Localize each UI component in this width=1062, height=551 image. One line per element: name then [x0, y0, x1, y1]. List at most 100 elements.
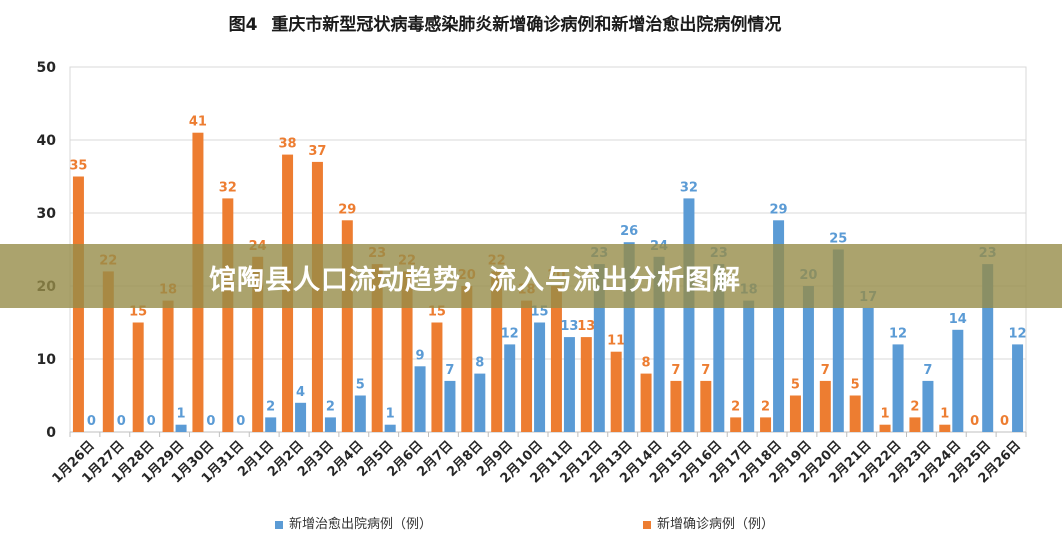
- bar-confirmed: [461, 286, 473, 432]
- data-label-confirmed: 0: [1000, 414, 1009, 429]
- data-label-confirmed: 5: [791, 378, 800, 393]
- data-label-confirmed: 35: [69, 159, 87, 174]
- bar-confirmed: [819, 380, 831, 432]
- bar-confirmed: [222, 198, 234, 432]
- data-label-recovered: 1: [386, 407, 395, 422]
- bar-recovered: [563, 337, 575, 432]
- bar-recovered: [474, 373, 486, 432]
- bar-confirmed: [939, 424, 951, 432]
- bar-recovered: [802, 286, 814, 432]
- bar-recovered: [175, 424, 187, 432]
- data-label-recovered: 0: [206, 414, 215, 429]
- data-label-recovered: 14: [949, 312, 967, 327]
- bar-confirmed: [909, 417, 921, 432]
- bar-confirmed: [371, 264, 383, 432]
- bar-recovered: [354, 395, 366, 432]
- data-label-recovered: 29: [770, 202, 788, 217]
- bar-confirmed: [730, 417, 742, 432]
- data-label-confirmed: 7: [701, 363, 710, 378]
- data-label-confirmed: 7: [671, 363, 680, 378]
- data-label-recovered: 7: [445, 363, 454, 378]
- bar-recovered: [683, 198, 695, 432]
- data-label-recovered: 1: [177, 407, 186, 422]
- y-tick-label: 10: [37, 352, 57, 368]
- legend-item-recovered: 新增治愈出院病例（例）: [275, 513, 432, 532]
- legend-label-confirmed: 新增确诊病例（例）: [657, 517, 775, 532]
- data-label-recovered: 5: [356, 378, 365, 393]
- bar-confirmed: [162, 300, 174, 432]
- chart-title: 图4 重庆市新型冠状病毒感染肺炎新增确诊病例和新增治愈出院病例情况: [0, 10, 1010, 35]
- data-label-recovered: 12: [501, 326, 519, 341]
- data-label-confirmed: 11: [607, 334, 625, 349]
- bar-confirmed: [879, 424, 891, 432]
- data-label-confirmed: 29: [338, 202, 356, 217]
- chart-title-text: 重庆市新型冠状病毒感染肺炎新增确诊病例和新增治愈出院病例情况: [271, 15, 782, 35]
- bar-confirmed: [521, 300, 533, 432]
- data-label-confirmed: 0: [970, 414, 979, 429]
- data-label-recovered: 0: [147, 414, 156, 429]
- bar-recovered: [324, 417, 336, 432]
- bar-recovered: [623, 242, 635, 432]
- bar-recovered: [773, 220, 785, 432]
- overlay-banner-text: 馆陶县人口流动趋势，流入与流出分析图解: [209, 265, 741, 296]
- bar-recovered: [832, 249, 844, 432]
- bar-confirmed: [132, 322, 144, 432]
- overlay-banner: [0, 244, 1062, 308]
- legend-swatch-confirmed: [643, 520, 651, 529]
- data-label-recovered: 12: [889, 326, 907, 341]
- data-label-confirmed: 41: [189, 115, 207, 130]
- bar-confirmed: [789, 395, 801, 432]
- data-label-recovered: 0: [236, 414, 245, 429]
- bar-confirmed: [610, 351, 622, 432]
- data-label-recovered: 25: [829, 232, 847, 247]
- data-label-confirmed: 38: [279, 137, 297, 152]
- data-label-recovered: 32: [680, 180, 698, 195]
- bar-confirmed: [849, 395, 861, 432]
- data-label-recovered: 15: [531, 305, 549, 320]
- data-label-recovered: 0: [87, 414, 96, 429]
- y-tick-label: 30: [37, 206, 57, 222]
- bar-recovered: [922, 380, 934, 432]
- data-label-recovered: 13: [560, 319, 578, 334]
- legend-label-recovered: 新增治愈出院病例（例）: [289, 517, 433, 532]
- bar-confirmed: [341, 220, 353, 432]
- data-label-confirmed: 1: [881, 407, 890, 422]
- y-tick-label: 0: [46, 425, 56, 441]
- data-label-confirmed: 7: [821, 363, 830, 378]
- data-label-recovered: 4: [296, 385, 305, 400]
- data-label-confirmed: 32: [219, 180, 237, 195]
- bar-recovered: [892, 344, 904, 432]
- bar-recovered: [534, 322, 546, 432]
- bar-confirmed: [431, 322, 443, 432]
- bar-confirmed: [700, 380, 712, 432]
- bar-confirmed: [640, 373, 652, 432]
- data-label-confirmed: 2: [761, 399, 770, 414]
- bar-recovered: [743, 300, 755, 432]
- y-tick-label: 40: [37, 133, 57, 149]
- bar-confirmed: [491, 271, 503, 432]
- bar-recovered: [444, 380, 456, 432]
- bar-recovered: [265, 417, 277, 432]
- data-label-recovered: 0: [117, 414, 126, 429]
- data-label-confirmed: 15: [428, 305, 446, 320]
- data-label-confirmed: 2: [910, 399, 919, 414]
- data-label-recovered: 2: [266, 399, 275, 414]
- bar-confirmed: [760, 417, 772, 432]
- data-label-confirmed: 15: [129, 305, 147, 320]
- bar-recovered: [653, 256, 665, 432]
- bar-recovered: [504, 344, 516, 432]
- bar-confirmed: [102, 271, 114, 432]
- bar-confirmed: [550, 286, 562, 432]
- data-label-recovered: 26: [620, 224, 638, 239]
- legend-item-confirmed: 新增确诊病例（例）: [643, 513, 774, 532]
- bar-recovered: [384, 424, 396, 432]
- bar-confirmed: [670, 380, 682, 432]
- bar-recovered: [414, 366, 426, 432]
- figure-label: 图4: [228, 15, 258, 35]
- data-label-confirmed: 8: [642, 356, 651, 371]
- bar-recovered: [952, 329, 964, 432]
- bar-confirmed: [580, 337, 592, 432]
- bar-recovered: [593, 264, 605, 432]
- bar-recovered: [862, 307, 874, 432]
